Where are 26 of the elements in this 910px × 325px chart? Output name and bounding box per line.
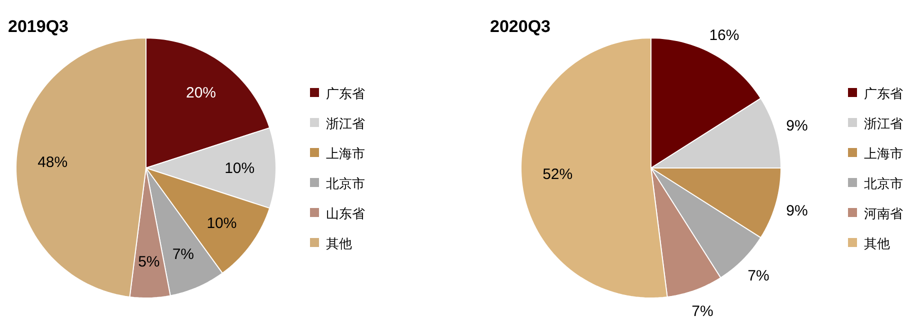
data-label: 7% bbox=[172, 246, 194, 263]
legend-label: 广东省 bbox=[326, 86, 365, 101]
legend-label: 浙江省 bbox=[864, 116, 903, 131]
legend-label: 其他 bbox=[864, 236, 890, 251]
legend-label: 浙江省 bbox=[326, 116, 365, 131]
data-label: 20% bbox=[186, 84, 216, 102]
data-label: 10% bbox=[206, 215, 237, 232]
data-label: 9% bbox=[786, 118, 808, 135]
legend-label: 山东省 bbox=[326, 206, 365, 221]
data-label: 7% bbox=[692, 303, 714, 320]
data-label: 16% bbox=[709, 26, 740, 44]
chart-title: 2019Q3 bbox=[8, 17, 68, 36]
legend-label: 北京市 bbox=[864, 176, 903, 191]
data-label: 52% bbox=[542, 166, 573, 183]
legend-label: 上海市 bbox=[326, 146, 365, 161]
chart-title: 2020Q3 bbox=[490, 17, 550, 36]
data-label: 5% bbox=[138, 254, 160, 271]
data-label: 10% bbox=[224, 160, 255, 177]
data-label: 7% bbox=[748, 267, 770, 284]
legend-label: 河南省 bbox=[864, 206, 903, 221]
data-label: 9% bbox=[786, 202, 808, 220]
legend-label: 北京市 bbox=[326, 176, 365, 191]
legend-label: 其他 bbox=[326, 236, 352, 251]
legend-label: 上海市 bbox=[864, 146, 903, 161]
legend-label: 广东省 bbox=[864, 86, 903, 101]
data-label: 48% bbox=[38, 154, 68, 172]
